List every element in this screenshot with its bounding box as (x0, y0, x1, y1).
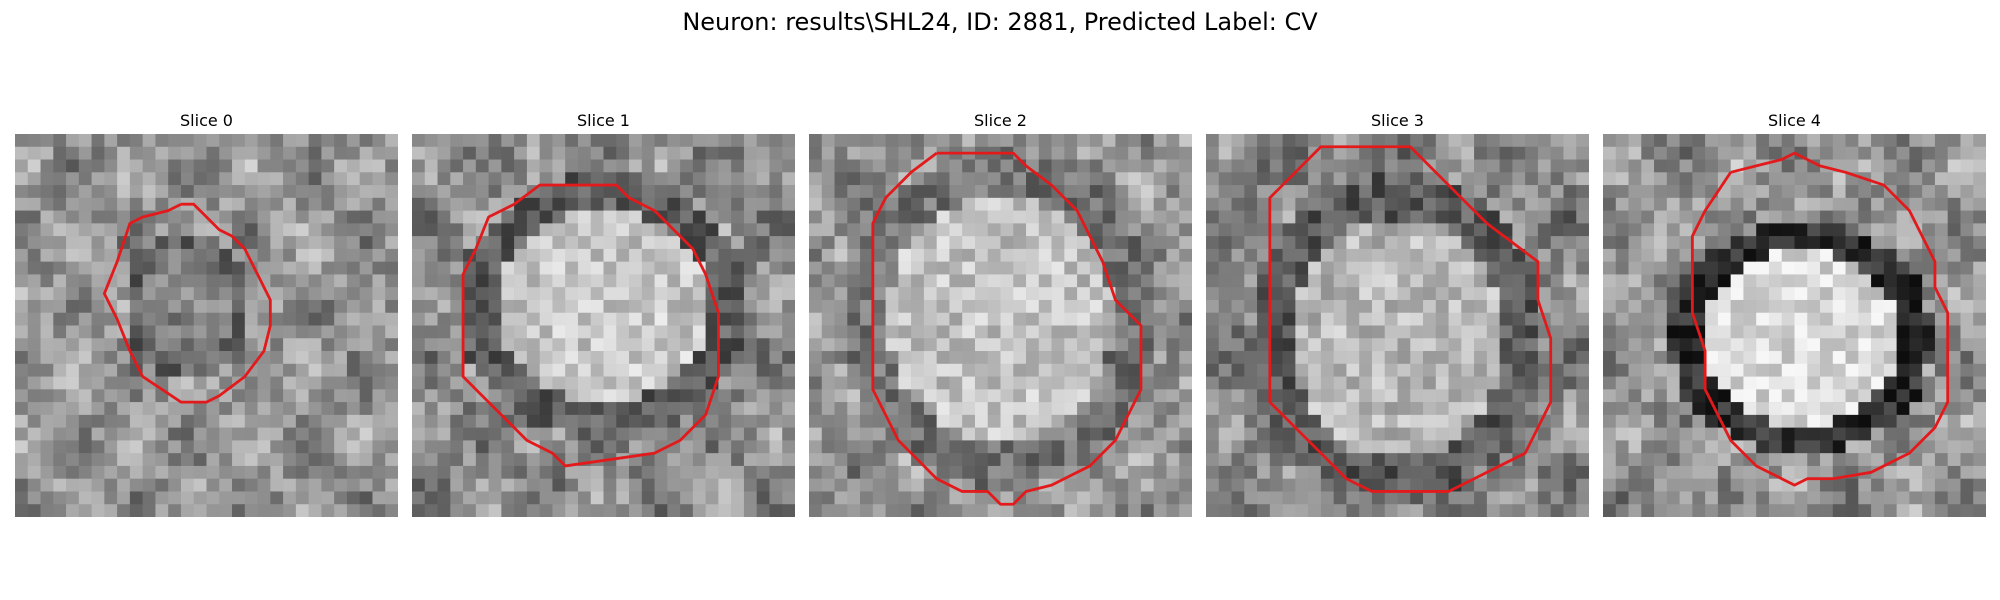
figure-title: Neuron: results\SHL24, ID: 2881, Predict… (682, 8, 1318, 36)
slice-title-4: Slice 4 (1768, 111, 1821, 130)
slice-panel-1: Slice 1 (412, 110, 795, 517)
neuron-contour-4 (1690, 151, 1950, 487)
neuron-contour-2 (871, 151, 1143, 506)
neuron-contour-1 (461, 183, 720, 468)
slice-image-4 (1603, 134, 1986, 517)
slice-image-2 (809, 134, 1192, 517)
slice-image-3 (1206, 134, 1589, 517)
slice-image-0 (15, 134, 398, 517)
slice-title-1: Slice 1 (577, 111, 630, 130)
slice-title-2: Slice 2 (974, 111, 1027, 130)
slice-image-1 (412, 134, 795, 517)
slice-panel-0: Slice 0 (15, 110, 398, 517)
neuron-contour-0 (102, 202, 272, 404)
slice-title-3: Slice 3 (1371, 111, 1424, 130)
neuron-contour-3 (1268, 145, 1553, 493)
slice-panel-4: Slice 4 (1603, 110, 1986, 517)
slice-panel-2: Slice 2 (809, 110, 1192, 517)
slice-title-0: Slice 0 (180, 111, 233, 130)
slice-panel-3: Slice 3 (1206, 110, 1589, 517)
